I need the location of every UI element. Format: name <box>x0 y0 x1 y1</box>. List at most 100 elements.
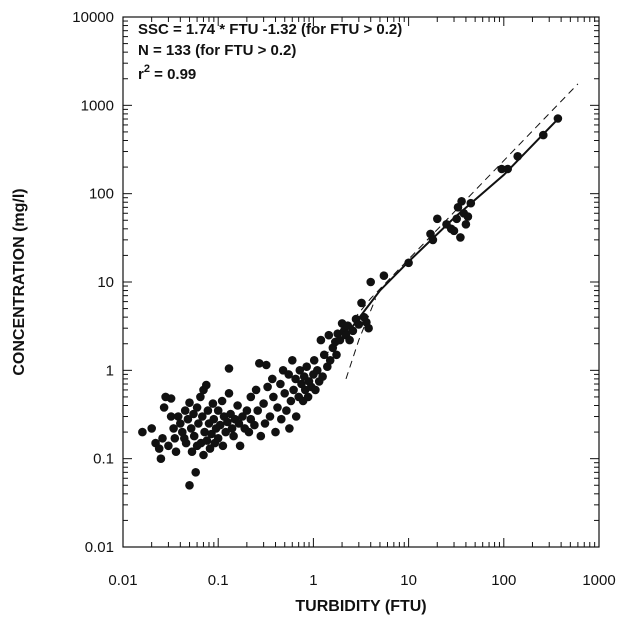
data-point <box>187 447 197 457</box>
data-point <box>265 412 275 421</box>
data-point <box>158 434 167 443</box>
data-point <box>457 197 466 206</box>
data-point <box>176 419 185 428</box>
data-point <box>227 424 237 433</box>
data-point <box>138 427 147 437</box>
data-point <box>200 427 209 437</box>
tick-labels: 0.01 0.1 1 10 100 1000 0.01 0.1 1 10 100 1000 10000 <box>72 9 615 589</box>
data-point <box>224 364 234 373</box>
data-point <box>354 320 364 329</box>
x-tick-label: 1000 <box>582 572 615 589</box>
data-point <box>319 350 329 360</box>
data-point <box>199 450 208 460</box>
data-point <box>348 326 358 336</box>
data-point <box>262 360 271 370</box>
data-point <box>173 412 183 421</box>
data-point <box>192 403 202 412</box>
data-point <box>452 214 462 224</box>
data-point <box>213 434 223 443</box>
data-point <box>311 385 320 395</box>
data-point <box>208 399 218 408</box>
data-point <box>280 389 290 398</box>
data-point <box>461 220 471 229</box>
data-points <box>138 114 563 490</box>
data-point <box>433 214 442 224</box>
data-point <box>513 152 522 161</box>
data-point <box>309 356 319 365</box>
data-point <box>191 468 200 477</box>
data-point <box>335 335 345 345</box>
annotation-r2-sup: 2 <box>144 63 150 75</box>
data-point <box>404 258 413 268</box>
data-point <box>202 380 211 390</box>
y-tick-label: 10000 <box>72 9 114 26</box>
data-point <box>313 366 322 375</box>
data-point <box>263 382 272 392</box>
y-tick-label: 0.01 <box>85 539 114 556</box>
data-point <box>271 427 280 437</box>
data-point <box>303 392 313 402</box>
data-point <box>170 434 180 443</box>
data-point <box>289 385 298 395</box>
data-point <box>456 233 465 242</box>
data-point <box>185 481 194 490</box>
data-point <box>224 389 234 398</box>
data-point <box>288 356 297 365</box>
data-point <box>202 436 212 445</box>
data-point <box>318 372 327 381</box>
data-point <box>238 412 247 421</box>
data-point <box>198 412 207 421</box>
data-point <box>466 198 476 208</box>
data-point <box>246 392 256 402</box>
data-point <box>302 362 312 372</box>
data-point <box>366 277 376 287</box>
data-point <box>285 424 294 433</box>
data-point <box>215 420 225 430</box>
annotation-r2-value: = 0.99 <box>150 66 196 83</box>
data-point <box>323 362 332 372</box>
data-point <box>254 359 264 368</box>
data-point <box>345 335 354 345</box>
data-point <box>203 406 213 415</box>
data-point <box>251 385 261 395</box>
data-point <box>268 374 277 384</box>
data-point <box>276 379 285 389</box>
data-point <box>250 420 259 430</box>
data-point <box>229 431 238 441</box>
data-point <box>223 417 232 427</box>
data-point <box>553 114 563 123</box>
data-point <box>273 403 282 412</box>
data-point <box>242 406 252 415</box>
data-point <box>169 424 178 433</box>
data-point <box>253 406 262 415</box>
data-point <box>186 424 196 433</box>
data-point <box>269 392 278 402</box>
data-point <box>259 399 268 408</box>
data-point <box>295 366 305 375</box>
x-tick-label: 10 <box>400 572 417 589</box>
data-point <box>189 431 199 441</box>
y-tick-label: 100 <box>89 186 114 203</box>
data-point <box>324 330 334 340</box>
data-point <box>156 454 166 464</box>
data-point <box>325 356 335 365</box>
data-point <box>428 235 438 245</box>
data-point <box>213 406 223 415</box>
data-point <box>282 406 291 415</box>
data-point <box>234 419 244 428</box>
y-tick-label: 0.1 <box>93 451 114 468</box>
data-point <box>217 396 227 406</box>
data-point <box>277 414 286 424</box>
data-point <box>159 403 169 412</box>
x-tick-label: 0.1 <box>208 572 229 589</box>
data-point <box>260 419 270 428</box>
annotation-equation: SSC = 1.74 * FTU -1.32 (for FTU > 0.2) <box>138 21 402 38</box>
data-point <box>291 412 301 421</box>
data-point <box>180 406 190 415</box>
annotation-r2-r: r <box>138 66 144 83</box>
data-point <box>196 392 205 402</box>
data-point <box>166 412 176 421</box>
annotation-r2: r2 = 0.99 <box>138 63 196 83</box>
data-point <box>463 212 473 221</box>
